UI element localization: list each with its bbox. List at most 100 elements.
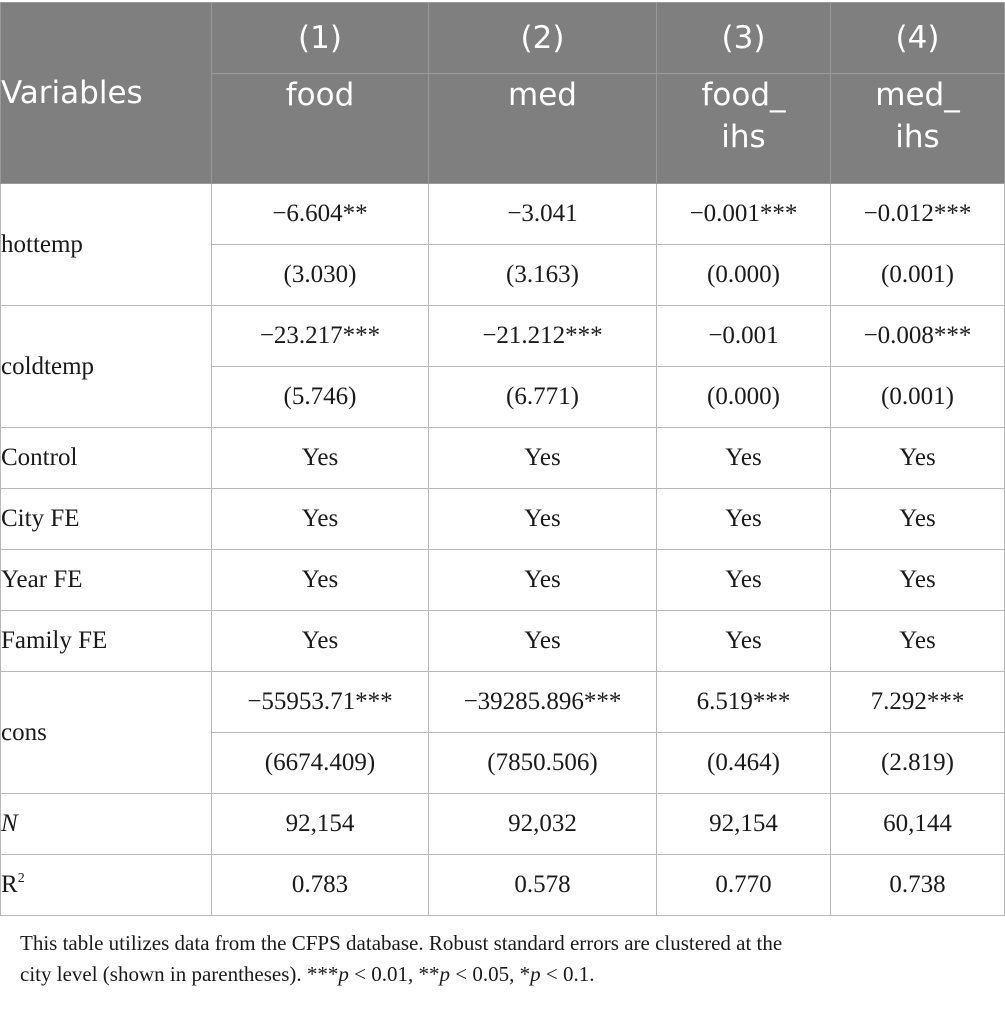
dependent-variable-1-line1: food: [285, 77, 355, 113]
table-note: This table utilizes data from the CFPS d…: [20, 928, 995, 990]
cell-n-4: 60,144: [830, 793, 1005, 855]
row-label-family-fe: Family FE: [0, 610, 212, 672]
table-row-cons-se: (6674.409) (7850.506) (0.464) (2.819): [1, 732, 1005, 794]
cell-control-3: Yes: [656, 427, 831, 489]
row-label-control: Control: [0, 427, 212, 489]
row-label-city-fe: City FE: [0, 488, 212, 550]
cell-coldtemp-coef-4: −0.008***: [830, 305, 1005, 367]
table-note-line2-b: < 0.01, **: [348, 962, 440, 986]
cell-cons-coef-1: −55953.71***: [211, 671, 429, 733]
table-row-coldtemp-se: (5.746) (6.771) (0.000) (0.001): [1, 366, 1005, 428]
cell-year-fe-3: Yes: [656, 549, 831, 611]
dependent-variable-3-line2: ihs: [721, 119, 766, 155]
cell-city-fe-2: Yes: [428, 488, 657, 550]
regression-table: Variables (1) (2) (3) (4) food med food_…: [0, 2, 1005, 916]
row-label-r2-superscript: 2: [17, 871, 25, 886]
cell-city-fe-1: Yes: [211, 488, 429, 550]
cell-hottemp-se-1: (3.030): [211, 244, 429, 306]
dependent-variable-2-line1: med: [508, 77, 577, 113]
cell-r2-2: 0.578: [428, 854, 657, 916]
cell-coldtemp-se-1: (5.746): [211, 366, 429, 428]
cell-year-fe-1: Yes: [211, 549, 429, 611]
row-label-coldtemp: coldtemp: [0, 305, 212, 428]
row-label-r2-base: R: [1, 871, 18, 898]
variables-header: Variables: [0, 2, 212, 184]
table-note-line2-c: < 0.05, *: [450, 962, 531, 986]
dependent-variable-1: food: [211, 73, 429, 184]
cell-coldtemp-se-2: (6.771): [428, 366, 657, 428]
table-note-line2-a: city level (shown in parentheses). ***: [20, 962, 339, 986]
row-label-cons: cons: [0, 671, 212, 794]
table-row-control: Control Yes Yes Yes Yes: [0, 427, 1005, 489]
cell-hottemp-se-2: (3.163): [428, 244, 657, 306]
cell-coldtemp-se-3: (0.000): [656, 366, 831, 428]
cell-cons-coef-3: 6.519***: [656, 671, 831, 733]
table-body: hottemp −6.604** −3.041 −0.001*** −0.012…: [0, 183, 1005, 916]
column-number-3: (3): [656, 2, 831, 74]
cell-cons-se-1: (6674.409): [211, 732, 429, 794]
header-row-numbers: Variables (1) (2) (3) (4): [0, 2, 1005, 184]
cell-r2-1: 0.783: [211, 854, 429, 916]
cell-n-2: 92,032: [428, 793, 657, 855]
table-note-p1: p: [338, 962, 349, 986]
table-row-year-fe: Year FE Yes Yes Yes Yes: [0, 549, 1005, 611]
cell-control-4: Yes: [830, 427, 1005, 489]
cell-hottemp-se-3: (0.000): [656, 244, 831, 306]
table-row-r2: R2 0.783 0.578 0.770 0.738: [0, 854, 1005, 916]
table-header: Variables (1) (2) (3) (4) food med food_…: [0, 2, 1005, 184]
cell-coldtemp-se-4: (0.001): [830, 366, 1005, 428]
cell-r2-3: 0.770: [656, 854, 831, 916]
cell-hottemp-coef-2: −3.041: [428, 183, 657, 245]
cell-family-fe-2: Yes: [428, 610, 657, 672]
dependent-variable-4-line1: med_: [875, 77, 960, 113]
table-row-family-fe: Family FE Yes Yes Yes Yes: [0, 610, 1005, 672]
row-label-hottemp: hottemp: [0, 183, 212, 306]
table-row-hottemp-se: (3.030) (3.163) (0.000) (0.001): [1, 244, 1005, 306]
cell-control-1: Yes: [211, 427, 429, 489]
cell-cons-se-3: (0.464): [656, 732, 831, 794]
table-row-hottemp-coef: hottemp −6.604** −3.041 −0.001*** −0.012…: [0, 183, 1005, 306]
dependent-variable-4-line2: ihs: [895, 119, 940, 155]
cell-coldtemp-coef-2: −21.212***: [428, 305, 657, 367]
cell-hottemp-coef-1: −6.604**: [211, 183, 429, 245]
cell-family-fe-4: Yes: [830, 610, 1005, 672]
table-row-n: N 92,154 92,032 92,154 60,144: [0, 793, 1005, 855]
header-row-dependent-variables: food med food_ihs med_ihs: [1, 73, 1005, 184]
dependent-variable-2: med: [428, 73, 657, 184]
cell-cons-coef-4: 7.292***: [830, 671, 1005, 733]
table-note-line1: This table utilizes data from the CFPS d…: [20, 931, 783, 955]
cell-family-fe-3: Yes: [656, 610, 831, 672]
cell-coldtemp-coef-3: −0.001: [656, 305, 831, 367]
dependent-variable-3: food_ihs: [656, 73, 831, 184]
table-row-city-fe: City FE Yes Yes Yes Yes: [0, 488, 1005, 550]
table-note-p2: p: [439, 962, 451, 986]
cell-r2-4: 0.738: [830, 854, 1005, 916]
cell-year-fe-4: Yes: [830, 549, 1005, 611]
dependent-variable-3-line1: food_: [701, 77, 786, 113]
dependent-variable-4: med_ihs: [830, 73, 1005, 184]
table-row-coldtemp-coef: coldtemp −23.217*** −21.212*** −0.001 −0…: [0, 305, 1005, 428]
column-number-4: (4): [830, 2, 1005, 74]
cell-cons-se-4: (2.819): [830, 732, 1005, 794]
row-label-n-text: N: [1, 810, 18, 837]
row-label-r2: R2: [0, 854, 212, 916]
cell-city-fe-4: Yes: [830, 488, 1005, 550]
cell-city-fe-3: Yes: [656, 488, 831, 550]
cell-family-fe-1: Yes: [211, 610, 429, 672]
row-label-year-fe: Year FE: [0, 549, 212, 611]
cell-hottemp-se-4: (0.001): [830, 244, 1005, 306]
column-number-1: (1): [211, 2, 429, 74]
cell-n-3: 92,154: [656, 793, 831, 855]
cell-hottemp-coef-3: −0.001***: [656, 183, 831, 245]
cell-cons-se-2: (7850.506): [428, 732, 657, 794]
cell-control-2: Yes: [428, 427, 657, 489]
cell-coldtemp-coef-1: −23.217***: [211, 305, 429, 367]
row-label-n: N: [0, 793, 212, 855]
cell-cons-coef-2: −39285.896***: [428, 671, 657, 733]
table-note-line2-d: < 0.1.: [540, 962, 595, 986]
cell-year-fe-2: Yes: [428, 549, 657, 611]
cell-n-1: 92,154: [211, 793, 429, 855]
column-number-2: (2): [428, 2, 657, 74]
cell-hottemp-coef-4: −0.012***: [830, 183, 1005, 245]
table-row-cons-coef: cons −55953.71*** −39285.896*** 6.519***…: [0, 671, 1005, 794]
